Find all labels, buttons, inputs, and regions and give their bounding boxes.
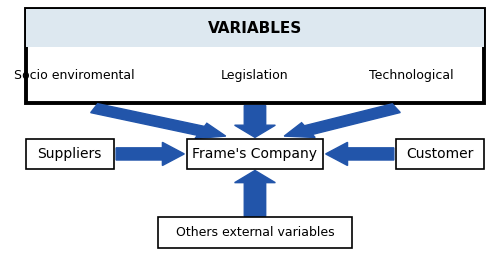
FancyBboxPatch shape [26,9,484,103]
Polygon shape [116,142,184,166]
FancyBboxPatch shape [158,217,352,248]
FancyBboxPatch shape [186,139,323,169]
Text: Frame's Company: Frame's Company [192,147,318,161]
Text: Legislation: Legislation [221,69,289,82]
FancyBboxPatch shape [26,9,484,47]
Polygon shape [234,170,276,216]
Polygon shape [284,104,401,137]
Text: Socio enviromental: Socio enviromental [14,69,135,82]
Polygon shape [326,142,394,166]
Polygon shape [90,104,226,139]
FancyBboxPatch shape [396,139,484,169]
Text: VARIABLES: VARIABLES [208,21,302,35]
Text: Suppliers: Suppliers [38,147,102,161]
Text: Customer: Customer [406,147,474,161]
Text: Technological: Technological [368,69,453,82]
FancyBboxPatch shape [26,139,114,169]
Polygon shape [234,106,276,137]
Text: Others external variables: Others external variables [176,226,334,239]
